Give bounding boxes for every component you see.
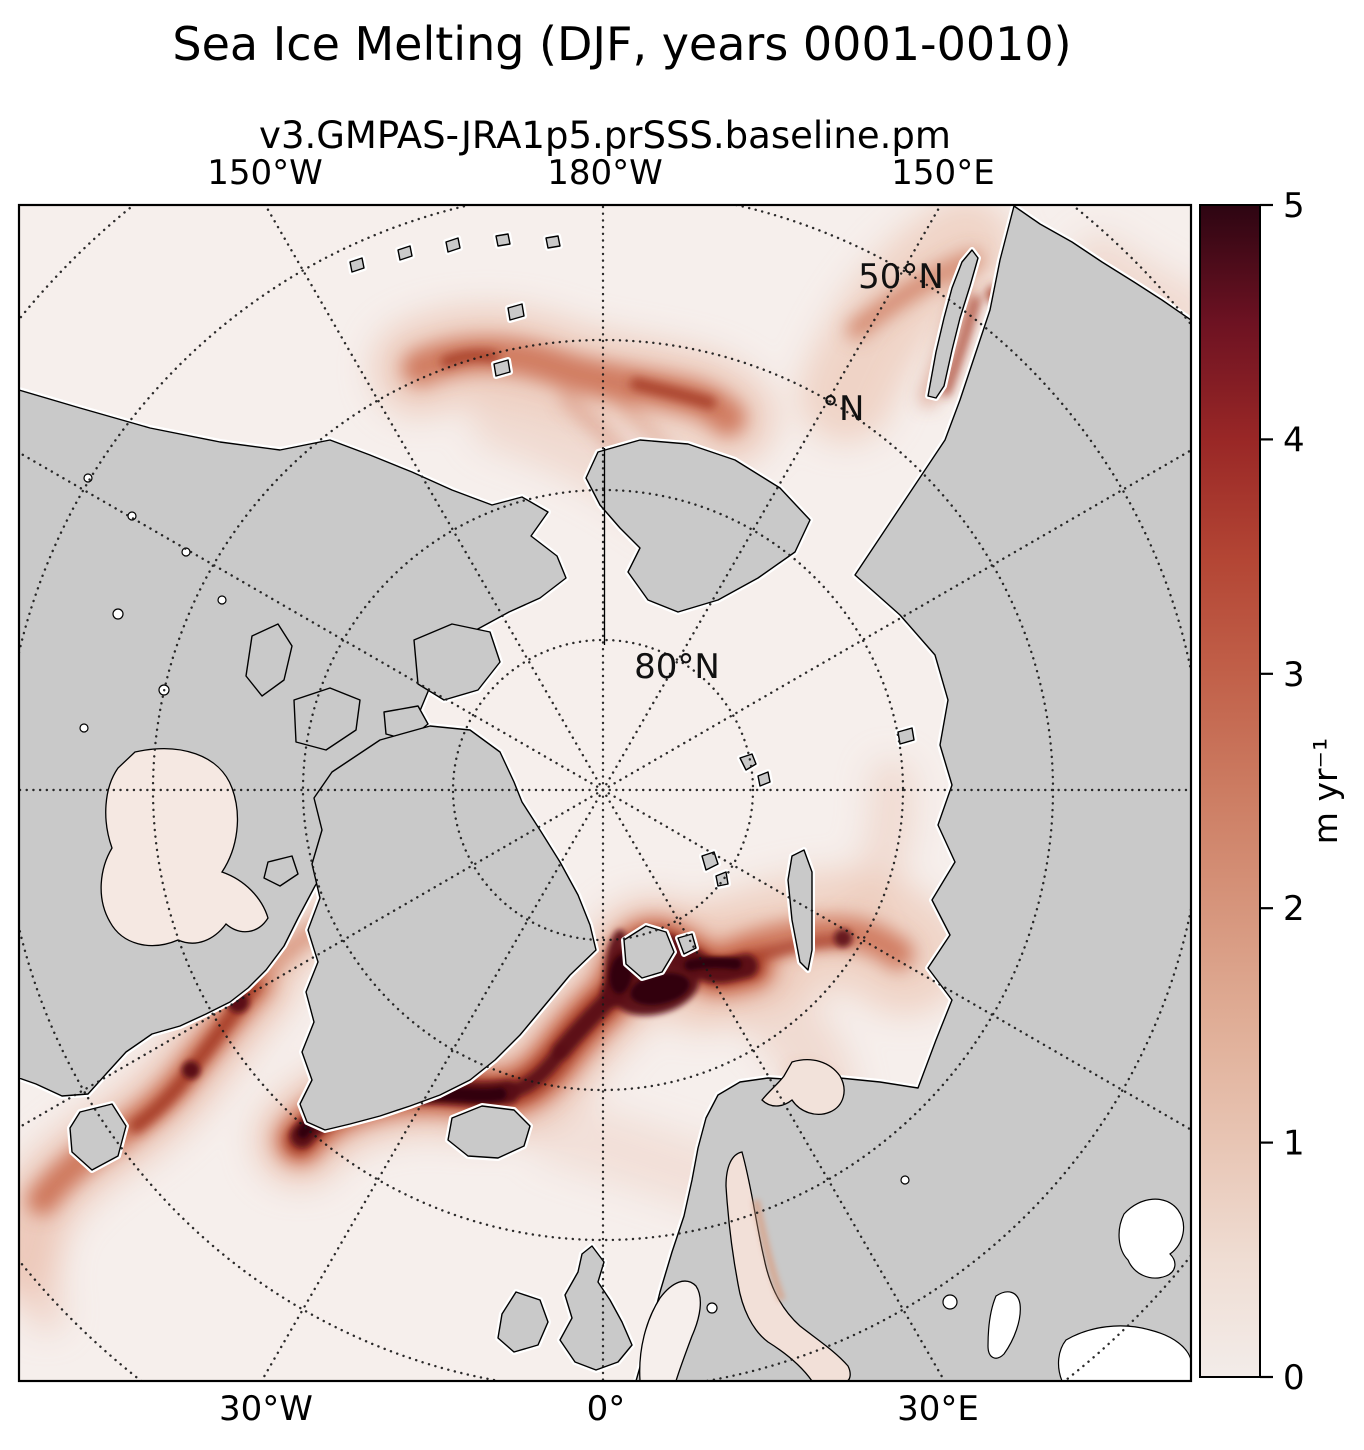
meridian-120e: [601, 448, 1191, 792]
bottom-axis-label-30e: 30°E: [897, 1389, 979, 1429]
bays-group: [100, 748, 851, 1381]
figure-title: Sea Ice Melting (DJF, years 0001-0010): [172, 17, 1071, 71]
top-axis-label-180w: 180°W: [547, 153, 663, 193]
meridian-150w: [263, 205, 605, 792]
colorbar-tick-label-5: 5: [1283, 186, 1305, 226]
gridline-label-80n: 80°N: [634, 647, 720, 687]
lake-speck-7: [217, 595, 227, 605]
figure-subtitle: v3.GMPAS-JRA1p5.prSSS.baseline.pm: [259, 114, 951, 157]
colorbar-tick-label-3: 3: [1283, 655, 1305, 695]
lake-peipus: [942, 1294, 958, 1310]
north-sea-bay: [639, 1280, 702, 1381]
baltic-sea: [725, 1151, 851, 1381]
colorbar-tick-label-1: 1: [1283, 1124, 1305, 1164]
meridian-120w: [19, 451, 605, 792]
parallel-80n: [451, 638, 755, 942]
meridian-60w: [19, 788, 605, 1129]
lake-onega: [987, 1291, 1021, 1359]
meridian-30w: [260, 788, 605, 1381]
colorbar-tick-label-4: 4: [1283, 420, 1305, 460]
parallel-70n: [301, 488, 905, 1092]
colorbar-tick-label-0: 0: [1283, 1358, 1305, 1398]
meridian-60e: [601, 788, 1191, 1132]
colorbar-ticks: [1260, 203, 1273, 1379]
top-axis-label-150w: 150°W: [207, 153, 323, 193]
lake-vanern: [706, 1302, 718, 1314]
bottom-axis-label-0: 0°: [587, 1389, 626, 1429]
white-sea: [761, 1059, 845, 1115]
meridian-150e: [601, 205, 943, 792]
lake-speck-8: [900, 1175, 910, 1185]
lake-ladoga: [1118, 1198, 1185, 1279]
lake-bottom-right: [1057, 1325, 1191, 1381]
lake-speck-1: [83, 473, 93, 483]
colorbar-gradient: [1199, 204, 1261, 1378]
colorbar-tick-label-2: 2: [1283, 889, 1305, 929]
gridline-label-50n: 50°N: [858, 257, 944, 297]
map-frame: [17, 203, 1193, 1383]
lake-speck-4: [112, 608, 124, 620]
lake-speck-6: [79, 723, 89, 733]
bottom-axis-label-30w: 30°W: [219, 1389, 313, 1429]
hudson-bay: [100, 748, 269, 947]
lakes-group: [79, 473, 1191, 1381]
colorbar: 5 4 3 2 1 0 m yr⁻¹: [1199, 186, 1345, 1398]
bothnia-melt-tint: [752, 1199, 786, 1302]
gridline-label-60n: °N: [822, 389, 864, 429]
meridian-30e: [601, 788, 946, 1381]
top-axis-label-150e: 150°E: [891, 153, 994, 193]
colorbar-unit-label: m yr⁻¹: [1306, 738, 1345, 844]
